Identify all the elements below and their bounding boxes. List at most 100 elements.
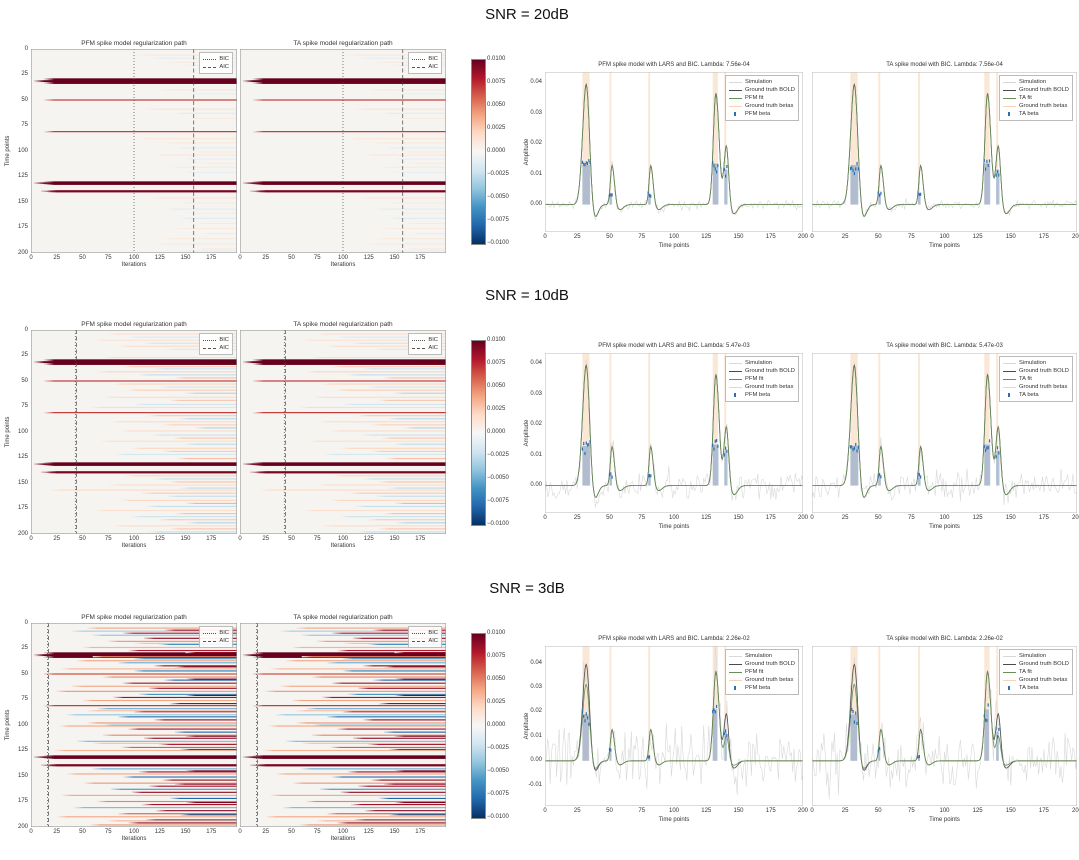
legend-item: AIC bbox=[412, 63, 438, 71]
heatmap-x-tick-label: 175 bbox=[415, 536, 426, 542]
heatmap-y-tick-label: 50 bbox=[21, 377, 28, 384]
legend-label: Ground truth betas bbox=[1019, 103, 1068, 109]
lineplot-x-tick-label: 150 bbox=[1005, 808, 1016, 814]
legend-item: Ground truth betas bbox=[1003, 383, 1069, 391]
heatmap-x-tick-label: 50 bbox=[79, 255, 86, 261]
heatmap-xlabel: Iterations bbox=[330, 543, 356, 549]
ground-truth-betas-line-icon bbox=[729, 386, 743, 388]
lineplot-y-tick-label: 0.02 bbox=[530, 140, 542, 147]
legend: Simulation Ground truth BOLD PFM fit Ground… bbox=[725, 649, 799, 695]
legend-item: Ground truth BOLD bbox=[1003, 660, 1069, 668]
legend-item: PFM fit bbox=[729, 668, 795, 676]
beta-marker-icon bbox=[734, 686, 737, 690]
heatmap-y-tick-label: 25 bbox=[21, 71, 28, 77]
heatmap-x-tick-label: 50 bbox=[288, 536, 295, 542]
lineplot-x-tick-label: 175 bbox=[765, 234, 776, 240]
heatmap-x-tick-label: 125 bbox=[154, 829, 165, 835]
lineplot-pfm: Simulation Ground truth BOLD PFM fit Ground… bbox=[545, 72, 803, 232]
aic-line-icon bbox=[203, 640, 217, 642]
legend-item: TA fit bbox=[1003, 375, 1069, 383]
legend-label: Ground truth betas bbox=[745, 103, 794, 109]
heatmap-y-tick-label: 125 bbox=[17, 747, 28, 753]
lineplot-x-tick-label: 100 bbox=[668, 515, 679, 521]
heatmap-ta: BIC AIC bbox=[240, 623, 446, 827]
heatmap-canvas bbox=[240, 330, 446, 534]
lineplot-ta: Simulation Ground truth BOLD TA fit Ground … bbox=[812, 72, 1077, 232]
colorbar bbox=[471, 340, 486, 526]
legend: BIC AIC bbox=[408, 626, 442, 648]
heatmap-x-tick-label: 50 bbox=[288, 829, 295, 835]
legend-label: PFM beta bbox=[745, 685, 771, 691]
heatmap-x-tick-label: 125 bbox=[363, 536, 374, 542]
lineplot-x-tick-label: 0 bbox=[810, 234, 814, 240]
legend-label: Ground truth BOLD bbox=[1019, 368, 1069, 374]
heatmap-y-tick-label: 0 bbox=[24, 326, 28, 333]
legend-item: Ground truth betas bbox=[729, 676, 795, 684]
lineplot-x-tick-label: 200 bbox=[1071, 515, 1079, 521]
lineplot-x-tick-label: 75 bbox=[638, 515, 646, 521]
heatmap-x-tick-label: 50 bbox=[79, 536, 86, 542]
simulation-line-icon bbox=[1003, 655, 1017, 657]
heatmap-x-tick-label: 75 bbox=[104, 255, 112, 261]
snr-title: SNR = 20dB bbox=[485, 6, 569, 23]
colorbar-tick-label: 0.0100 bbox=[487, 629, 506, 636]
heatmap-y-tick-label: 150 bbox=[17, 479, 28, 486]
lineplot-right-title: TA spike model with BIC. Lambda: 2.26e-0… bbox=[886, 636, 1003, 642]
heatmap-y-tick-label: 75 bbox=[21, 696, 28, 702]
legend: BIC AIC bbox=[199, 52, 233, 74]
lineplot-x-tick-label: 75 bbox=[638, 234, 646, 240]
legend-item: Ground truth BOLD bbox=[729, 660, 795, 668]
legend-item: TA fit bbox=[1003, 668, 1069, 676]
legend: BIC AIC bbox=[199, 626, 233, 648]
legend-item: AIC bbox=[203, 63, 229, 71]
heatmap-xlabel: Iterations bbox=[330, 836, 356, 842]
heatmap-x-tick-label: 175 bbox=[206, 255, 217, 261]
heatmap-xlabel: Iterations bbox=[330, 262, 356, 268]
lineplot-left-title: PFM spike model with LARS and BIC. Lambd… bbox=[598, 62, 750, 68]
lineplot-x-tick-label: 200 bbox=[797, 808, 808, 814]
legend-label: Simulation bbox=[745, 653, 773, 659]
heatmap-xlabel: Iterations bbox=[121, 262, 147, 268]
fit-line-icon bbox=[729, 97, 743, 99]
simulation-line-icon bbox=[729, 362, 743, 364]
lineplot-x-tick-label: 50 bbox=[874, 234, 882, 240]
lineplot-left-title: PFM spike model with LARS and BIC. Lambd… bbox=[598, 636, 750, 642]
lineplot-x-tick-label: 25 bbox=[841, 515, 849, 521]
legend-label: BIC bbox=[219, 56, 229, 62]
bic-line-icon bbox=[412, 58, 426, 60]
lineplot-x-tick-label: 150 bbox=[733, 808, 744, 814]
lineplot-y-tick-label: 0.01 bbox=[530, 170, 542, 177]
legend-label: Simulation bbox=[1019, 360, 1047, 366]
heatmap-x-tick-label: 150 bbox=[389, 536, 400, 542]
colorbar-gradient bbox=[471, 633, 486, 819]
colorbar-tick-label: 0.0100 bbox=[487, 336, 506, 343]
simulation-line-icon bbox=[1003, 81, 1017, 83]
legend-item: AIC bbox=[203, 344, 229, 352]
legend-label: Simulation bbox=[1019, 653, 1047, 659]
lineplot-x-tick-label: 50 bbox=[606, 234, 613, 240]
lineplot-x-tick-label: 125 bbox=[701, 515, 712, 521]
heatmap-canvas bbox=[240, 49, 446, 253]
heatmap-y-tick-label: 175 bbox=[17, 505, 28, 511]
heatmap-canvas bbox=[31, 623, 237, 827]
heatmap-x-tick-label: 100 bbox=[337, 255, 348, 261]
legend-label: BIC bbox=[219, 337, 229, 343]
lineplot-y-tick-label: 0.03 bbox=[530, 390, 542, 397]
legend-item: PFM beta bbox=[729, 110, 795, 118]
colorbar-tick-label: 0.0100 bbox=[487, 55, 506, 62]
heatmap-x-tick-label: 100 bbox=[128, 829, 139, 835]
heatmap-y-tick-label: 50 bbox=[21, 670, 28, 677]
lineplot-x-tick-label: 175 bbox=[1038, 808, 1049, 814]
legend-label: TA beta bbox=[1019, 111, 1039, 117]
legend-label: BIC bbox=[428, 337, 438, 343]
heatmap-ta: BIC AIC bbox=[240, 49, 446, 253]
colorbar-tick-label: −0.0025 bbox=[487, 170, 509, 177]
beta-marker-icon bbox=[734, 112, 737, 116]
simulation-line-icon bbox=[729, 655, 743, 657]
colorbar-tick-label: −0.0050 bbox=[487, 193, 509, 200]
snr-title: SNR = 3dB bbox=[489, 580, 565, 597]
lineplot-x-tick-label: 75 bbox=[638, 808, 646, 814]
legend-label: AIC bbox=[428, 64, 438, 70]
heatmap-x-tick-label: 25 bbox=[262, 536, 270, 542]
heatmap-x-tick-label: 75 bbox=[313, 536, 321, 542]
